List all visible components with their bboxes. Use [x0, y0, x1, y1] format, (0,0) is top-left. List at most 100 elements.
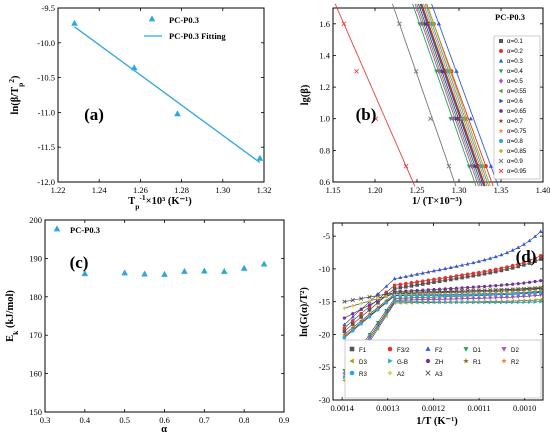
data-point — [482, 271, 487, 276]
data-point — [482, 284, 487, 289]
data-point — [443, 293, 447, 298]
data-point — [437, 289, 442, 294]
data-point — [539, 299, 543, 304]
data-point — [488, 256, 493, 260]
data-point — [359, 311, 363, 316]
data-point — [436, 21, 442, 26]
series-line — [414, 3, 479, 187]
legend-marker — [463, 347, 469, 352]
series-line — [419, 3, 485, 187]
data-point — [415, 293, 419, 298]
legend-label: α=0.2 — [507, 48, 523, 55]
data-point — [415, 299, 420, 304]
data-point — [476, 288, 482, 293]
y-tick-label: 0.8 — [319, 145, 330, 155]
legend-marker — [349, 370, 355, 376]
data-point — [454, 300, 459, 305]
legend-marker — [498, 118, 504, 124]
series-line — [391, 3, 457, 187]
data-point — [141, 270, 148, 277]
legend-label: F1 — [359, 347, 367, 354]
data-point — [460, 293, 464, 297]
data-point — [522, 291, 526, 296]
data-point — [460, 297, 465, 301]
data-point — [403, 274, 408, 278]
data-point — [516, 282, 521, 286]
legend-label: α=0.4 — [507, 68, 523, 75]
data-point — [454, 293, 459, 298]
chart-panel-b: 1.15 1.20 1.25 1.30 1.35 1.40 0.6 0.8 1.0 1.2 1.4 1… — [300, 3, 550, 207]
data-point — [488, 296, 493, 301]
legend-label: F3/2 — [397, 347, 410, 354]
series-line — [426, 3, 491, 187]
legend-label: D1 — [473, 347, 481, 354]
data-point — [465, 261, 470, 266]
legend-marker — [425, 359, 431, 363]
data-point — [521, 295, 526, 299]
data-point — [516, 300, 521, 305]
x-tick-label: 0.0012 — [422, 403, 445, 413]
legend-label: α=0.1 — [507, 38, 523, 45]
data-point — [454, 286, 459, 290]
data-point — [533, 280, 537, 284]
legend-marker — [387, 370, 393, 376]
data-point — [460, 275, 464, 280]
data-point — [443, 275, 447, 280]
x-tick-label: 0.9 — [279, 415, 290, 425]
y-tick-label: 1.4 — [319, 50, 330, 60]
x-tick-label: 0.0013 — [376, 403, 399, 413]
data-point — [410, 299, 414, 304]
legend-label: R1 — [473, 359, 481, 366]
data-point — [471, 293, 476, 297]
data-point — [393, 299, 397, 304]
legend-marker — [463, 358, 469, 364]
data-point — [426, 298, 431, 302]
data-point — [409, 293, 414, 298]
data-point — [342, 316, 347, 320]
legend-label: α=0.5 — [507, 78, 523, 85]
data-point — [443, 287, 447, 291]
data-point — [499, 292, 504, 297]
legend-label: α=0.95 — [507, 168, 527, 175]
x-axis-label: 1/ (T×10⁻³) — [412, 196, 462, 207]
data-point — [409, 289, 414, 295]
data-point — [420, 271, 425, 275]
data-point — [414, 289, 420, 295]
y-axis-label: ln(β/Tp2) — [7, 75, 25, 115]
data-point — [376, 299, 380, 303]
data-point — [505, 283, 509, 287]
data-point — [527, 286, 532, 291]
data-point — [538, 290, 543, 295]
data-point — [403, 296, 408, 301]
data-point — [426, 269, 431, 274]
y-axis-label-part: E — [5, 335, 16, 342]
data-point — [367, 299, 372, 303]
data-point — [398, 290, 403, 295]
legend-label: α=0.65 — [507, 108, 527, 115]
data-point — [499, 287, 504, 293]
data-point — [432, 293, 436, 298]
legend-label: α=0.3 — [507, 58, 523, 65]
y-tick-label: 1.2 — [319, 82, 330, 92]
data-point — [397, 21, 402, 27]
data-point — [437, 279, 442, 284]
data-point — [446, 163, 452, 169]
data-point — [448, 297, 453, 302]
legend-label: α=0.55 — [507, 88, 527, 95]
data-point — [443, 289, 448, 294]
data-point — [493, 254, 498, 259]
data-point — [533, 256, 537, 261]
data-point — [465, 293, 470, 297]
y-tick-label: -20 — [319, 329, 330, 339]
panel-label: (d) — [516, 247, 537, 266]
data-point — [415, 272, 420, 276]
data-point — [460, 263, 465, 267]
y-axis-label-part: ) — [10, 75, 21, 79]
data-point — [415, 283, 419, 287]
data-point — [256, 154, 264, 161]
legend-marker — [501, 347, 507, 352]
data-point — [510, 295, 515, 300]
data-point — [375, 293, 381, 298]
data-point — [488, 300, 493, 305]
data-point — [488, 163, 494, 168]
